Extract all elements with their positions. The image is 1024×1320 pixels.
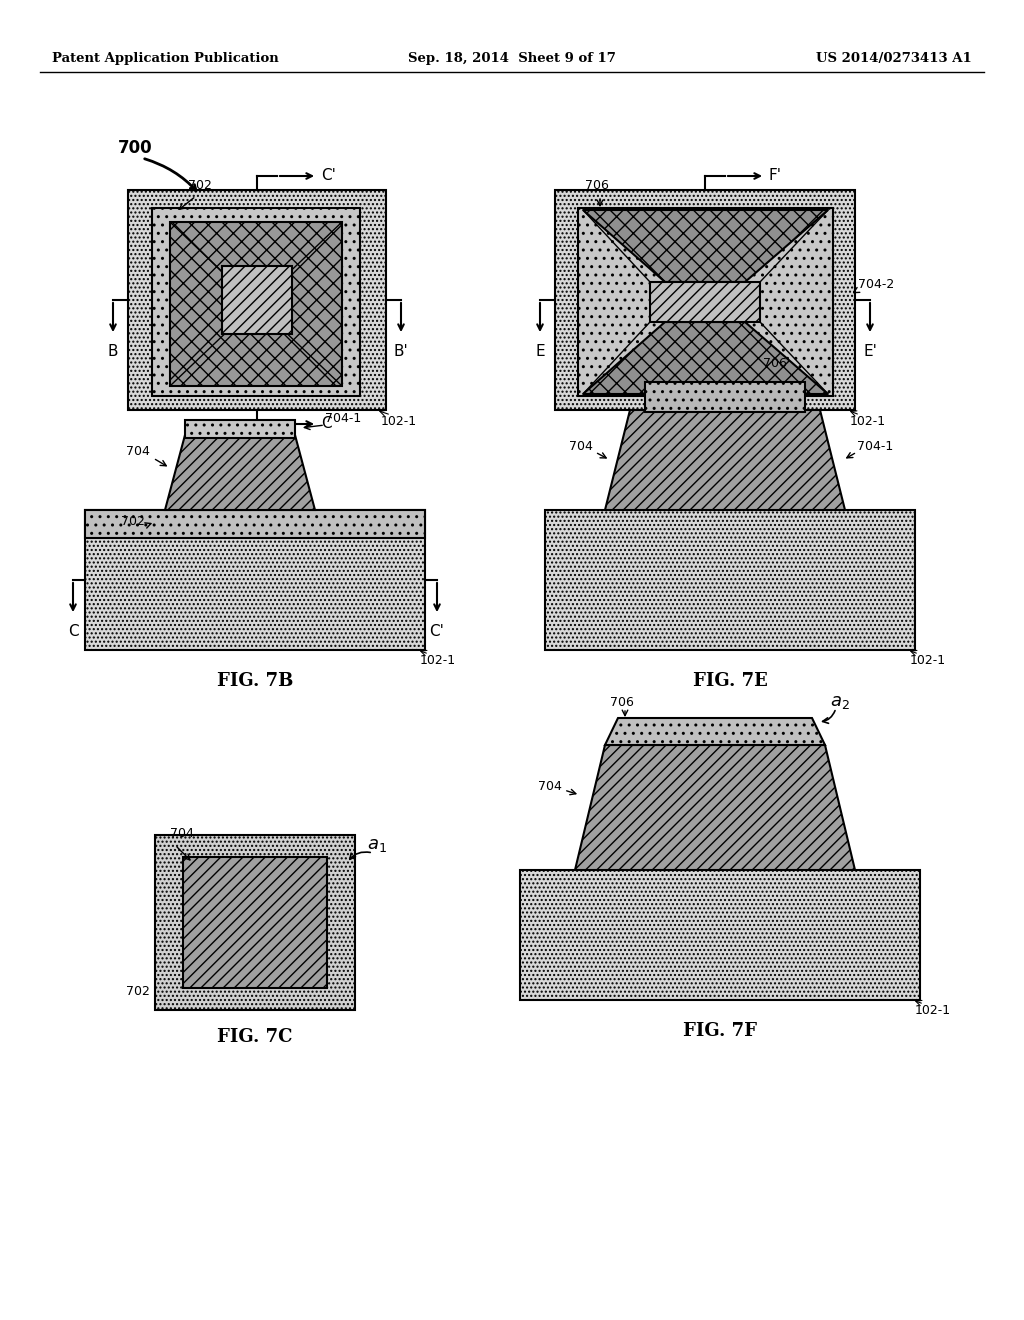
Bar bbox=[85, 510, 425, 539]
Text: C: C bbox=[68, 624, 78, 639]
Text: FIG. 7A: FIG. 7A bbox=[219, 440, 295, 458]
Bar bbox=[545, 510, 915, 649]
Text: 700: 700 bbox=[118, 139, 153, 157]
Text: $a_2$: $a_2$ bbox=[830, 693, 850, 711]
Text: 702: 702 bbox=[126, 985, 150, 998]
Bar bbox=[645, 381, 805, 412]
Text: Patent Application Publication: Patent Application Publication bbox=[52, 51, 279, 65]
Text: 704-1: 704-1 bbox=[325, 412, 361, 425]
Polygon shape bbox=[575, 744, 855, 870]
Text: C': C' bbox=[429, 624, 444, 639]
Text: 704-1: 704-1 bbox=[857, 440, 893, 453]
Text: C': C' bbox=[321, 169, 336, 183]
Text: 102-1: 102-1 bbox=[381, 414, 417, 428]
Text: FIG. 7D: FIG. 7D bbox=[667, 440, 743, 458]
Text: B: B bbox=[108, 345, 118, 359]
Text: 704: 704 bbox=[170, 828, 194, 840]
Text: B': B' bbox=[393, 345, 409, 359]
Text: Sep. 18, 2014  Sheet 9 of 17: Sep. 18, 2014 Sheet 9 of 17 bbox=[408, 51, 616, 65]
Polygon shape bbox=[583, 322, 828, 393]
Text: 704: 704 bbox=[539, 780, 562, 793]
Text: 706: 706 bbox=[585, 180, 609, 191]
Text: FIG. 7F: FIG. 7F bbox=[683, 1022, 757, 1040]
Bar bbox=[222, 267, 292, 334]
Text: US 2014/0273413 A1: US 2014/0273413 A1 bbox=[816, 51, 972, 65]
Bar bbox=[555, 190, 855, 411]
Text: 704: 704 bbox=[126, 445, 150, 458]
Text: E: E bbox=[536, 345, 545, 359]
Polygon shape bbox=[583, 210, 828, 282]
Text: F: F bbox=[767, 417, 776, 432]
Text: 704: 704 bbox=[569, 440, 593, 453]
Text: 706: 706 bbox=[610, 696, 634, 709]
Bar bbox=[185, 420, 295, 438]
Polygon shape bbox=[605, 411, 845, 510]
Text: $a_1$: $a_1$ bbox=[367, 836, 387, 854]
Text: 102-1: 102-1 bbox=[910, 653, 946, 667]
Text: FIG. 7B: FIG. 7B bbox=[217, 672, 293, 690]
Text: 102-1: 102-1 bbox=[915, 1005, 951, 1016]
Text: 702: 702 bbox=[188, 180, 212, 191]
Bar bbox=[85, 510, 425, 649]
Text: E': E' bbox=[863, 345, 877, 359]
Text: 706: 706 bbox=[763, 356, 786, 370]
Text: 702: 702 bbox=[121, 515, 145, 528]
Bar bbox=[520, 870, 920, 1001]
Bar bbox=[128, 190, 386, 411]
Text: 102-1: 102-1 bbox=[850, 414, 886, 428]
Text: C: C bbox=[321, 417, 332, 432]
Text: 102-1: 102-1 bbox=[420, 653, 456, 667]
Text: F': F' bbox=[769, 169, 782, 183]
Bar bbox=[155, 836, 355, 1010]
Bar bbox=[152, 209, 360, 396]
Bar bbox=[183, 857, 327, 987]
Bar bbox=[650, 282, 760, 322]
Polygon shape bbox=[165, 436, 315, 510]
Bar bbox=[170, 222, 342, 385]
Text: 704-2: 704-2 bbox=[858, 279, 894, 292]
Bar bbox=[578, 209, 833, 396]
Polygon shape bbox=[605, 718, 825, 744]
Text: FIG. 7E: FIG. 7E bbox=[692, 672, 767, 690]
Text: FIG. 7C: FIG. 7C bbox=[217, 1028, 293, 1045]
